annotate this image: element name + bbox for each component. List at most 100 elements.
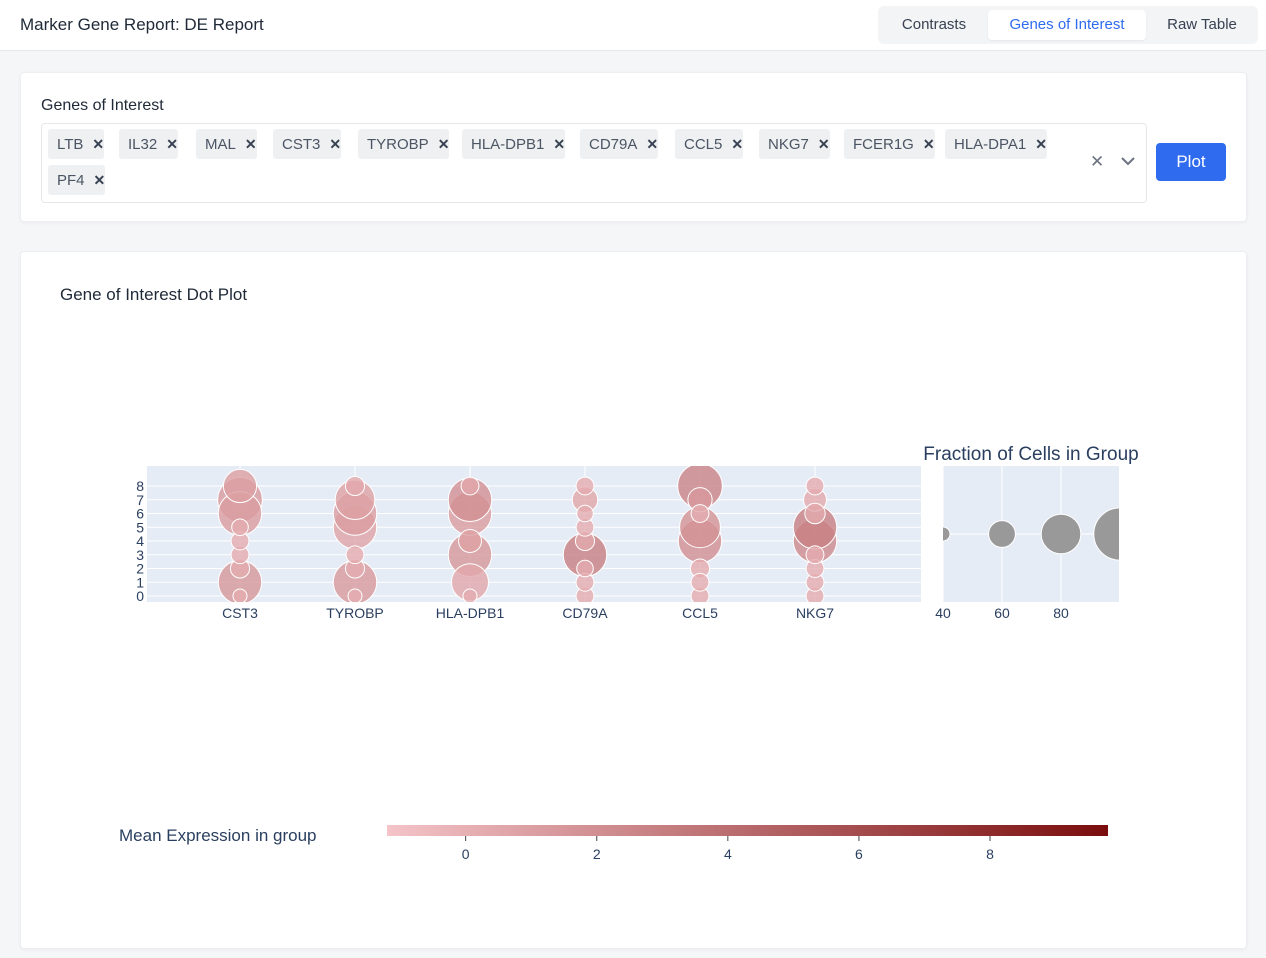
remove-chip-icon[interactable]: ✕ <box>166 136 178 152</box>
gene-multiselect[interactable]: LTB ✕ IL32 ✕ MAL ✕ CST3 ✕ TYROBP ✕ HLA-DPB1 ✕ … <box>41 123 1147 203</box>
colorbar-tick-label: 4 <box>724 846 732 862</box>
remove-chip-icon[interactable]: ✕ <box>553 136 566 152</box>
y-tick-label: 5 <box>136 519 144 535</box>
gene-chip-ltb: LTB ✕ <box>48 129 105 159</box>
dot-group <box>217 466 838 602</box>
size-legend-dot-100 <box>1093 507 1119 561</box>
y-tick-label: 3 <box>136 547 144 563</box>
x-tick-label: CCL5 <box>682 605 718 621</box>
y-tick-label: 7 <box>136 492 144 508</box>
x-tick-label: HLA-DPB1 <box>436 605 505 621</box>
y-tick-label: 0 <box>136 588 144 604</box>
gene-chip-mal: MAL ✕ <box>196 129 257 159</box>
page-title: Marker Gene Report: DE Report <box>20 15 264 34</box>
size-legend-tick: 80 <box>1053 605 1069 621</box>
dot-tyrobp-group-0 <box>347 588 363 602</box>
colorbar-tick-label: 6 <box>855 846 863 862</box>
remove-chip-icon[interactable]: ✕ <box>92 136 105 152</box>
x-tick-label: CD79A <box>562 605 608 621</box>
y-tick-label: 4 <box>136 533 144 549</box>
remove-chip-icon[interactable]: ✕ <box>93 172 106 188</box>
dot-nkg7-group-6 <box>804 502 826 525</box>
tab-raw-table[interactable]: Raw Table <box>1167 16 1237 33</box>
close-icon[interactable]: ✕ <box>1090 152 1105 171</box>
chevron-down-icon[interactable] <box>1117 150 1139 172</box>
chip-label: NKG7 <box>768 136 809 153</box>
dot-plot-title: Gene of Interest Dot Plot <box>60 285 248 304</box>
app-header: Marker Gene Report: DE Report Contrasts … <box>0 0 1266 51</box>
chip-label: IL32 <box>128 136 158 153</box>
chip-label: FCER1G <box>853 136 914 153</box>
dot-ccl5-group-6 <box>690 504 710 523</box>
genes-of-interest-label: Genes of Interest <box>41 97 164 114</box>
remove-chip-icon[interactable]: ✕ <box>244 136 257 152</box>
chip-label: HLA-DPA1 <box>954 136 1027 153</box>
y-tick-label: 1 <box>136 574 144 590</box>
chip-label: CCL5 <box>684 136 723 153</box>
dot-cd79a-group-6 <box>576 504 594 523</box>
chip-label: LTB <box>57 136 84 153</box>
y-tick-label: 2 <box>136 561 144 577</box>
gene-chip-cd79a: CD79A ✕ <box>580 129 659 159</box>
size-legend-tick: 60 <box>994 605 1010 621</box>
size-legend-dot-40 <box>943 526 951 542</box>
x-tick-label: TYROBP <box>326 605 384 621</box>
chip-label: CST3 <box>282 136 321 153</box>
size-legend-title: Fraction of Cells in Group <box>923 444 1138 465</box>
plot-background <box>147 466 921 602</box>
chip-label: CD79A <box>589 136 638 153</box>
colorbar-bar <box>387 825 1108 836</box>
y-tick-label: 6 <box>136 506 144 522</box>
remove-chip-icon[interactable]: ✕ <box>731 136 744 152</box>
plot-button[interactable]: Plot <box>1156 143 1226 181</box>
dot-hla-dpb1-group-0 <box>462 588 478 602</box>
dot-tyrobp-group-8 <box>344 475 366 497</box>
x-tick-label: NKG7 <box>796 605 834 621</box>
remove-chip-icon[interactable]: ✕ <box>817 136 830 152</box>
chip-label: PF4 <box>57 172 85 189</box>
size-legend-tick: 40 <box>935 605 951 621</box>
colorbar-title: Mean Expression in group <box>119 826 317 845</box>
remove-chip-icon[interactable]: ✕ <box>1035 136 1047 152</box>
chip-label: TYROBP <box>367 136 429 153</box>
dot-cst3-group-5 <box>231 518 249 537</box>
colorbar-tick-label: 2 <box>593 846 601 862</box>
chip-label: HLA-DPB1 <box>471 136 545 153</box>
dot-plot-panel: Gene of Interest Dot Plot 0 1 2 3 4 5 6 7 8 CST3 T… <box>20 251 1247 949</box>
dot-cd79a-group-8 <box>575 476 595 496</box>
remove-chip-icon[interactable]: ✕ <box>922 136 935 152</box>
dot-nkg7-group-8 <box>805 476 825 496</box>
colorbar-tick-label: 8 <box>986 846 994 862</box>
x-tick-label: CST3 <box>222 605 258 621</box>
size-legend-dot-80 <box>1040 513 1082 555</box>
size-legend-dot-60 <box>988 520 1016 548</box>
remove-chip-icon[interactable]: ✕ <box>646 136 659 152</box>
tab-contrasts[interactable]: Contrasts <box>901 16 967 33</box>
genes-of-interest-panel: Genes of Interest LTB ✕ IL32 ✕ MAL ✕ CST3 ✕ … <box>20 72 1247 222</box>
dot-cd79a-group-2 <box>576 559 594 578</box>
gene-chip-il32: IL32 ✕ <box>119 129 178 159</box>
tab-bar: Contrasts Genes of Interest Raw Table <box>878 6 1258 44</box>
size-legend-dots <box>943 507 1119 561</box>
dot-hla-dpb1-group-8 <box>460 476 480 496</box>
colorbar-tick-label: 0 <box>462 846 470 862</box>
dot-ccl5-group-1 <box>690 572 710 592</box>
dot-nkg7-group-3 <box>805 545 825 565</box>
gene-chip-ccl5: CCL5 ✕ <box>675 129 744 159</box>
gene-chip-fcer1g: FCER1G ✕ <box>844 129 935 159</box>
gene-chip-cst3: CST3 ✕ <box>273 129 342 159</box>
gene-chip-nkg7: NKG7 ✕ <box>759 129 830 159</box>
gene-chip-hla-dpa1: HLA-DPA1 ✕ <box>945 129 1047 159</box>
gene-chip-hla-dpb1: HLA-DPB1 ✕ <box>462 129 566 159</box>
gene-chip-pf4: PF4 ✕ <box>48 165 106 195</box>
dot-hla-dpb1-group-4 <box>458 529 482 553</box>
remove-chip-icon[interactable]: ✕ <box>329 136 342 152</box>
dot-cst3-group-8 <box>222 468 258 504</box>
tab-genes-of-interest[interactable]: Genes of Interest <box>988 10 1146 40</box>
chip-label: MAL <box>205 136 236 153</box>
dot-cst3-group-0 <box>232 588 248 602</box>
gene-chip-tyrobp: TYROBP ✕ <box>358 129 450 159</box>
remove-chip-icon[interactable]: ✕ <box>437 136 450 152</box>
y-tick-label: 8 <box>136 478 144 494</box>
